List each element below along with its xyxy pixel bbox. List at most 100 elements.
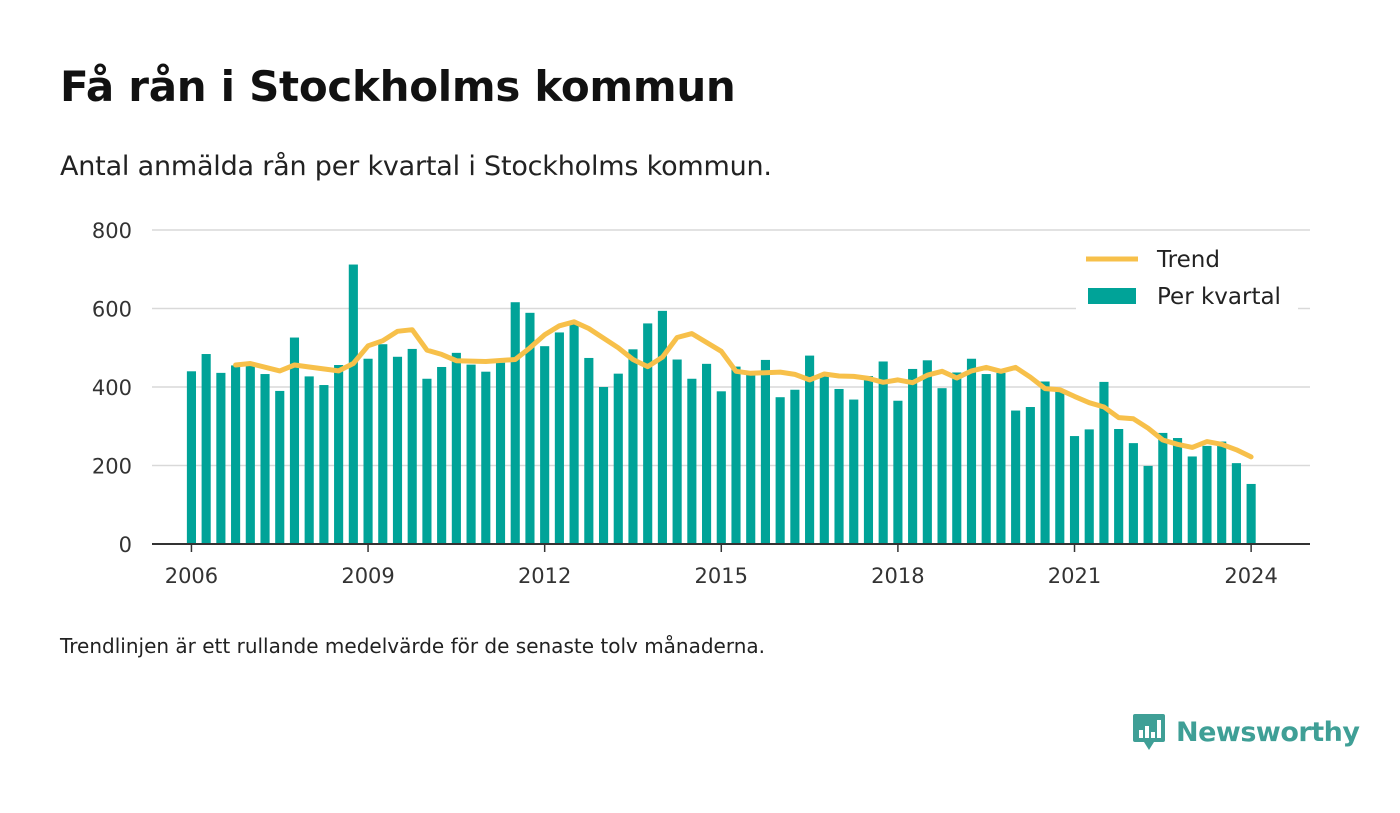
bar: [775, 397, 785, 544]
bar: [319, 385, 329, 544]
bar: [525, 312, 535, 544]
bar: [201, 354, 211, 544]
bar: [289, 337, 300, 544]
bar: [186, 371, 197, 544]
bar: [451, 352, 461, 544]
bar: [819, 374, 829, 544]
legend-bar-swatch: [1088, 288, 1136, 304]
bar: [363, 358, 373, 544]
bar: [1069, 436, 1080, 544]
bar: [554, 332, 564, 544]
bar: [1231, 463, 1241, 544]
bar: [495, 362, 506, 544]
trend-line: [233, 319, 1254, 460]
bar: [760, 359, 771, 544]
x-tick-label: 2024: [1224, 564, 1277, 588]
bar: [1084, 429, 1094, 544]
bar: [348, 264, 358, 544]
bar: [878, 361, 888, 544]
bar: [407, 348, 417, 544]
bar: [392, 356, 403, 544]
bar: [834, 388, 844, 544]
bar: [466, 364, 476, 544]
bar: [657, 310, 667, 544]
bar: [922, 360, 932, 544]
brand-name: Newsworthy: [1176, 716, 1360, 748]
bar: [1025, 407, 1035, 544]
bar: [966, 358, 977, 544]
x-tick-label: 2018: [871, 564, 924, 588]
bar: [378, 344, 388, 544]
bar: [260, 374, 270, 544]
bar: [952, 372, 962, 544]
axes: 0 200 400 600 800 2006 2009 2012 2015 2018 2021 202…: [92, 219, 1310, 588]
bar: [746, 374, 756, 544]
bar: [216, 372, 226, 544]
bar: [1187, 456, 1197, 544]
bar: [687, 378, 697, 544]
bar: [1246, 483, 1256, 544]
bar: [1011, 410, 1021, 544]
bar: [1143, 465, 1153, 544]
y-tick-label: 800: [92, 219, 132, 243]
bar: [863, 376, 874, 544]
bar: [598, 387, 609, 544]
bar: [908, 368, 918, 544]
bar: [1128, 443, 1138, 544]
bar: [334, 365, 344, 544]
bar: [1217, 441, 1227, 544]
bar: [1158, 432, 1168, 544]
bar-series: [186, 264, 1256, 544]
bar: [1055, 390, 1065, 544]
y-tick-label: 200: [92, 455, 132, 479]
bar: [569, 322, 579, 544]
bar: [702, 363, 712, 544]
bar: [275, 390, 285, 544]
bar: [937, 388, 947, 544]
bar: [981, 374, 991, 544]
legend-bar-label: Per kvartal: [1157, 284, 1281, 310]
bar: [849, 399, 859, 544]
bar: [1202, 445, 1212, 544]
bar: [790, 389, 800, 544]
bar: [716, 391, 726, 544]
bar: [584, 357, 594, 544]
bar: [481, 371, 491, 544]
newsworthy-icon: [1133, 714, 1165, 750]
bar: [422, 378, 432, 544]
trend-series: [233, 319, 1254, 460]
bar: [1099, 381, 1109, 544]
bar: [1040, 381, 1050, 544]
bar: [805, 355, 815, 544]
chart-title: Få rån i Stockholms kommun: [60, 62, 736, 111]
y-tick-label: 400: [92, 376, 132, 400]
bar: [245, 365, 255, 544]
bar: [628, 349, 638, 544]
legend-trend-label: Trend: [1156, 247, 1220, 273]
footnote: Trendlinjen är ett rullande medelvärde f…: [60, 634, 766, 658]
bar: [613, 373, 623, 544]
bar: [996, 372, 1006, 544]
y-tick-label: 600: [92, 298, 132, 322]
brand-logo[interactable]: Newsworthy: [1132, 712, 1360, 752]
bar: [1172, 438, 1183, 544]
bar: [731, 366, 741, 544]
x-tick-label: 2006: [165, 564, 218, 588]
bar: [304, 376, 314, 544]
bar: [672, 359, 682, 544]
x-tick-label: 2021: [1048, 564, 1101, 588]
x-tick-label: 2015: [695, 564, 748, 588]
bar: [893, 400, 903, 544]
bar: [437, 366, 447, 544]
bar: [510, 302, 520, 544]
y-tick-label: 0: [119, 533, 132, 557]
chart-subtitle: Antal anmälda rån per kvartal i Stockhol…: [60, 151, 772, 182]
x-tick-label: 2009: [341, 564, 394, 588]
bar: [231, 365, 241, 544]
bar: [540, 346, 550, 544]
bar: [1114, 428, 1124, 544]
legend: Trend Per kvartal: [1076, 240, 1298, 312]
x-tick-label: 2012: [518, 564, 571, 588]
bar: [643, 323, 653, 544]
